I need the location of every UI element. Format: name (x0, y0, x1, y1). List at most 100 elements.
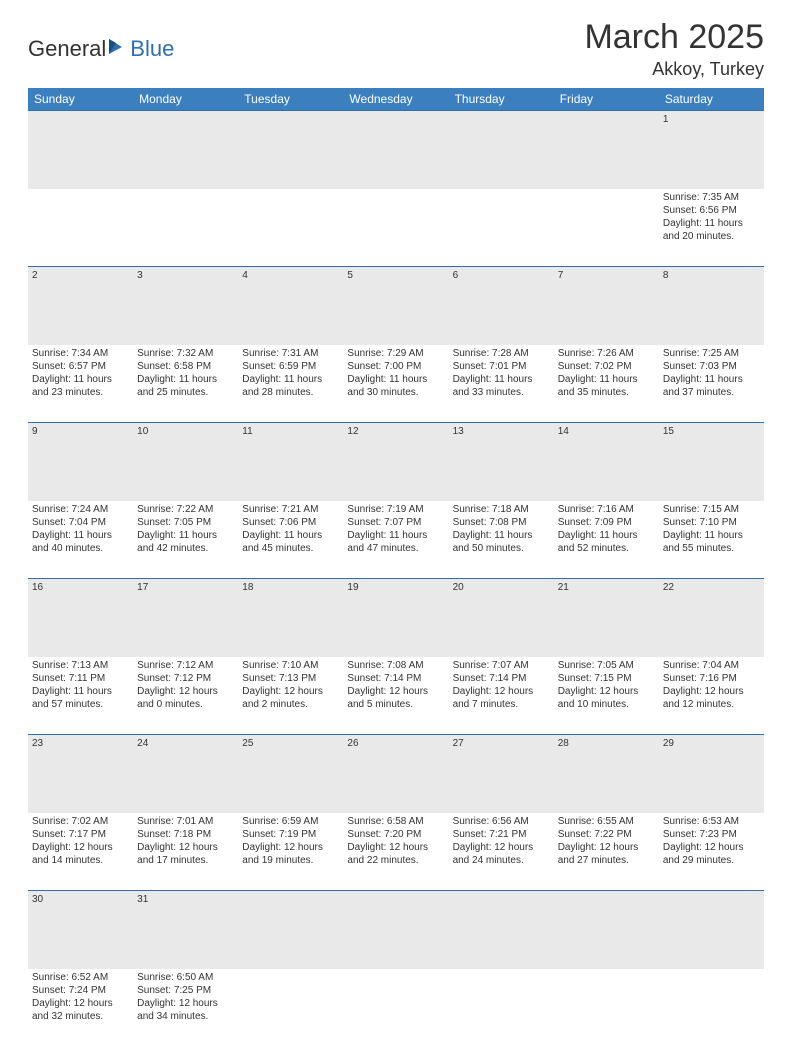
daylight-text: Daylight: 11 hours (347, 529, 444, 542)
daylight-text-2: and 34 minutes. (137, 1010, 234, 1023)
daylight-text: Daylight: 12 hours (32, 997, 129, 1010)
sunset-text: Sunset: 7:20 PM (347, 828, 444, 841)
daylight-text: Daylight: 11 hours (242, 529, 339, 542)
daylight-text-2: and 55 minutes. (663, 542, 760, 555)
day-detail-cell (343, 189, 448, 267)
weekday-header-row: Sunday Monday Tuesday Wednesday Thursday… (28, 88, 764, 111)
day-number-cell: 19 (343, 579, 448, 657)
day-number-cell (554, 111, 659, 189)
daylight-text: Daylight: 12 hours (347, 841, 444, 854)
location: Akkoy, Turkey (584, 59, 764, 80)
daylight-text: Daylight: 11 hours (32, 529, 129, 542)
daylight-text-2: and 50 minutes. (453, 542, 550, 555)
daylight-text: Daylight: 11 hours (347, 373, 444, 386)
day-number-cell: 2 (28, 267, 133, 345)
daylight-text-2: and 47 minutes. (347, 542, 444, 555)
sunset-text: Sunset: 7:21 PM (453, 828, 550, 841)
sunset-text: Sunset: 7:05 PM (137, 516, 234, 529)
daylight-text-2: and 25 minutes. (137, 386, 234, 399)
daylight-text-2: and 52 minutes. (558, 542, 655, 555)
daylight-text: Daylight: 11 hours (453, 529, 550, 542)
sunset-text: Sunset: 7:12 PM (137, 672, 234, 685)
day-detail-cell (449, 189, 554, 267)
day-number-cell: 26 (343, 735, 448, 813)
daylight-text: Daylight: 11 hours (558, 529, 655, 542)
day-detail-cell: Sunrise: 7:31 AMSunset: 6:59 PMDaylight:… (238, 345, 343, 423)
day-number-cell: 27 (449, 735, 554, 813)
sunset-text: Sunset: 7:16 PM (663, 672, 760, 685)
day-detail-cell: Sunrise: 7:22 AMSunset: 7:05 PMDaylight:… (133, 501, 238, 579)
day-detail-cell: Sunrise: 7:24 AMSunset: 7:04 PMDaylight:… (28, 501, 133, 579)
daylight-text: Daylight: 12 hours (242, 841, 339, 854)
weekday-header: Friday (554, 88, 659, 111)
day-number-cell (659, 891, 764, 969)
daylight-text: Daylight: 11 hours (663, 217, 760, 230)
daylight-text: Daylight: 12 hours (453, 841, 550, 854)
brand-logo: General Blue (28, 36, 174, 62)
sunrise-text: Sunrise: 7:07 AM (453, 659, 550, 672)
brand-part1: General (28, 36, 106, 62)
day-number-cell: 14 (554, 423, 659, 501)
daylight-text-2: and 10 minutes. (558, 698, 655, 711)
daylight-text: Daylight: 11 hours (453, 373, 550, 386)
day-detail-cell: Sunrise: 7:02 AMSunset: 7:17 PMDaylight:… (28, 813, 133, 891)
daylight-text-2: and 17 minutes. (137, 854, 234, 867)
day-detail-cell: Sunrise: 7:21 AMSunset: 7:06 PMDaylight:… (238, 501, 343, 579)
daylight-text: Daylight: 12 hours (242, 685, 339, 698)
day-number-cell: 8 (659, 267, 764, 345)
day-detail-cell: Sunrise: 7:18 AMSunset: 7:08 PMDaylight:… (449, 501, 554, 579)
calendar-table: Sunday Monday Tuesday Wednesday Thursday… (28, 88, 764, 1047)
sunset-text: Sunset: 7:04 PM (32, 516, 129, 529)
day-number-cell (449, 111, 554, 189)
daylight-text: Daylight: 12 hours (32, 841, 129, 854)
day-number-cell: 6 (449, 267, 554, 345)
daynum-row: 3031 (28, 891, 764, 969)
day-detail-cell (554, 189, 659, 267)
day-detail-cell: Sunrise: 7:19 AMSunset: 7:07 PMDaylight:… (343, 501, 448, 579)
day-number-cell: 5 (343, 267, 448, 345)
sunset-text: Sunset: 7:14 PM (347, 672, 444, 685)
sunrise-text: Sunrise: 7:04 AM (663, 659, 760, 672)
detail-row: Sunrise: 7:34 AMSunset: 6:57 PMDaylight:… (28, 345, 764, 423)
day-number-cell: 23 (28, 735, 133, 813)
sunrise-text: Sunrise: 6:59 AM (242, 815, 339, 828)
day-detail-cell (238, 969, 343, 1047)
sunrise-text: Sunrise: 7:22 AM (137, 503, 234, 516)
day-detail-cell: Sunrise: 7:35 AMSunset: 6:56 PMDaylight:… (659, 189, 764, 267)
day-number-cell: 22 (659, 579, 764, 657)
daylight-text: Daylight: 11 hours (137, 373, 234, 386)
sunrise-text: Sunrise: 6:50 AM (137, 971, 234, 984)
day-number-cell (343, 891, 448, 969)
daylight-text: Daylight: 11 hours (32, 685, 129, 698)
daylight-text-2: and 37 minutes. (663, 386, 760, 399)
day-number-cell (133, 111, 238, 189)
daylight-text: Daylight: 12 hours (453, 685, 550, 698)
sunset-text: Sunset: 7:09 PM (558, 516, 655, 529)
sunrise-text: Sunrise: 6:58 AM (347, 815, 444, 828)
sunset-text: Sunset: 7:22 PM (558, 828, 655, 841)
sunset-text: Sunset: 7:23 PM (663, 828, 760, 841)
detail-row: Sunrise: 7:13 AMSunset: 7:11 PMDaylight:… (28, 657, 764, 735)
sunset-text: Sunset: 7:02 PM (558, 360, 655, 373)
daylight-text-2: and 45 minutes. (242, 542, 339, 555)
daylight-text-2: and 57 minutes. (32, 698, 129, 711)
daylight-text-2: and 22 minutes. (347, 854, 444, 867)
daylight-text: Daylight: 11 hours (663, 529, 760, 542)
detail-row: Sunrise: 7:02 AMSunset: 7:17 PMDaylight:… (28, 813, 764, 891)
daylight-text: Daylight: 12 hours (663, 841, 760, 854)
daylight-text-2: and 5 minutes. (347, 698, 444, 711)
sunrise-text: Sunrise: 7:32 AM (137, 347, 234, 360)
daynum-row: 2345678 (28, 267, 764, 345)
day-number-cell: 25 (238, 735, 343, 813)
daylight-text-2: and 28 minutes. (242, 386, 339, 399)
sunrise-text: Sunrise: 7:29 AM (347, 347, 444, 360)
daylight-text-2: and 7 minutes. (453, 698, 550, 711)
sunrise-text: Sunrise: 7:16 AM (558, 503, 655, 516)
day-number-cell: 30 (28, 891, 133, 969)
title-block: March 2025 Akkoy, Turkey (584, 18, 764, 80)
daylight-text-2: and 0 minutes. (137, 698, 234, 711)
day-number-cell: 16 (28, 579, 133, 657)
sunrise-text: Sunrise: 7:28 AM (453, 347, 550, 360)
daylight-text: Daylight: 12 hours (137, 685, 234, 698)
sunset-text: Sunset: 7:14 PM (453, 672, 550, 685)
